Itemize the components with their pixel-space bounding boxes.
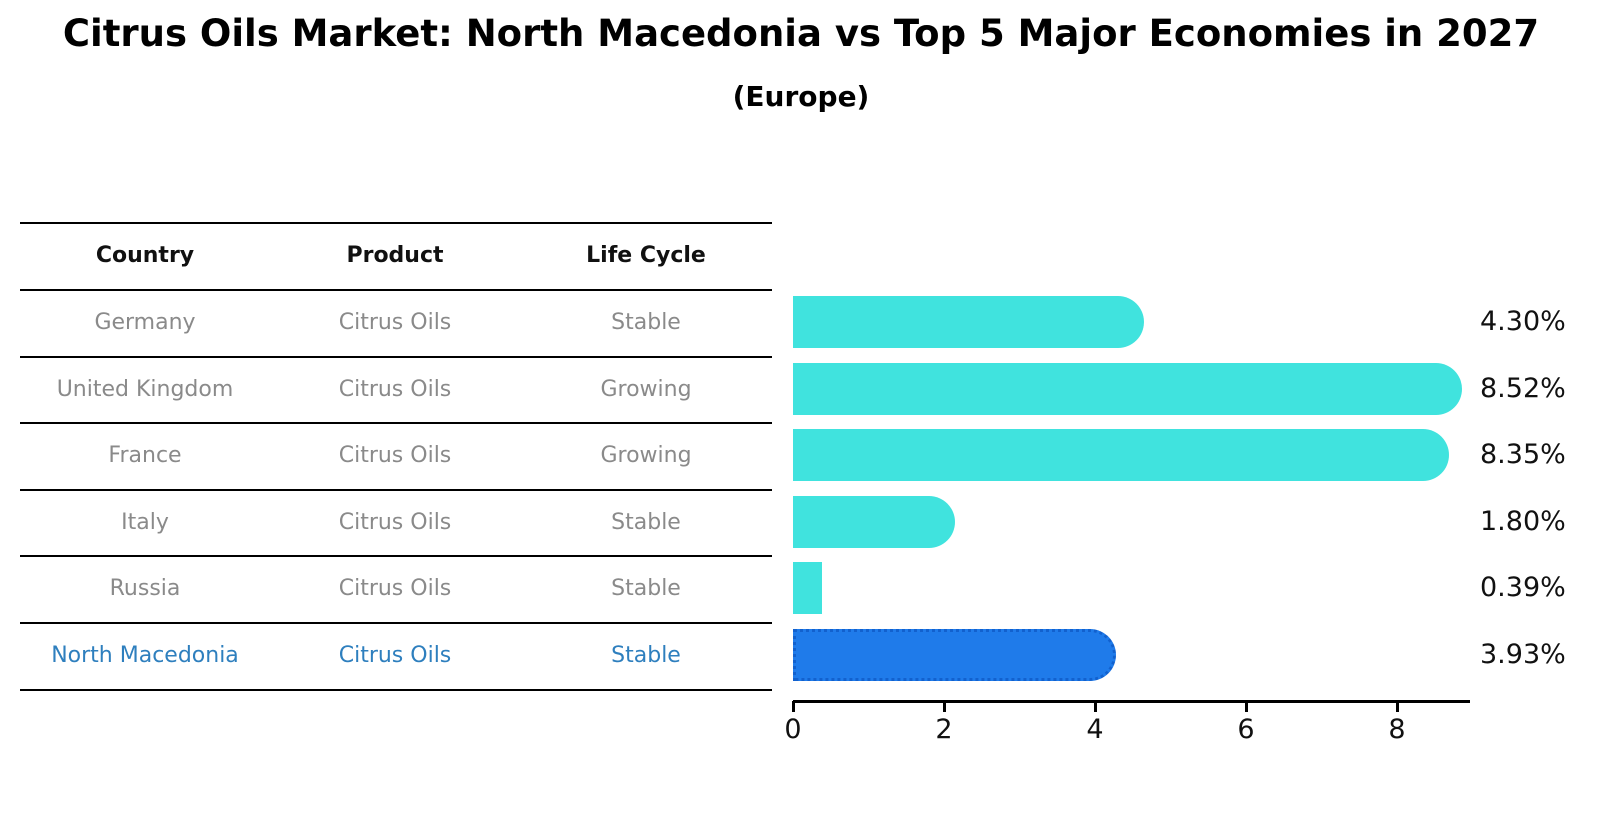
table-row-germany: Germany Citrus Oils Stable	[20, 289, 772, 356]
table-row-russia: Russia Citrus Oils Stable	[20, 555, 772, 622]
table-divider	[20, 489, 772, 491]
country-cell: Russia	[109, 576, 181, 601]
product-cell: Citrus Oils	[338, 443, 452, 468]
product-cell: Citrus Oils	[338, 310, 452, 335]
x-axis-tick-label: 0	[784, 714, 802, 745]
product-cell: Citrus Oils	[338, 643, 452, 668]
product-cell: Citrus Oils	[338, 377, 452, 402]
country-cell: North Macedonia	[51, 643, 239, 668]
bar-germany	[793, 296, 1144, 348]
table-row-italy: Italy Citrus Oils Stable	[20, 489, 772, 556]
table-row-france: France Citrus Oils Growing	[20, 422, 772, 489]
bar-france	[793, 429, 1450, 481]
x-axis-tick	[943, 701, 946, 712]
table-divider	[20, 555, 772, 557]
country-cell: Germany	[94, 310, 196, 335]
country-cell: United Kingdom	[56, 377, 234, 402]
value-label: 1.80%	[1480, 506, 1566, 537]
x-axis-tick-label: 4	[1086, 714, 1104, 745]
value-label: 4.30%	[1480, 306, 1566, 337]
bar-united-kingdom	[793, 363, 1463, 415]
x-axis-tick-label: 6	[1237, 714, 1255, 745]
table-divider	[20, 689, 772, 691]
x-axis-tick-label: 2	[935, 714, 953, 745]
x-axis-tick	[1094, 701, 1097, 712]
table-header-row: Country Product Life Cycle	[20, 222, 772, 289]
table-header-life-cycle: Life Cycle	[586, 243, 706, 268]
x-axis-tick-label: 8	[1388, 714, 1406, 745]
value-label: 3.93%	[1480, 639, 1566, 670]
value-label: 8.52%	[1480, 373, 1566, 404]
table-divider	[20, 422, 772, 424]
life-cycle-cell: Stable	[611, 576, 681, 601]
life-cycle-cell: Growing	[600, 377, 692, 402]
bar-north-macedonia	[793, 629, 1116, 681]
product-cell: Citrus Oils	[338, 510, 452, 535]
table-divider	[20, 289, 772, 291]
bar-russia	[793, 562, 823, 614]
life-cycle-cell: Stable	[611, 310, 681, 335]
bar-italy	[793, 496, 955, 548]
product-cell: Citrus Oils	[338, 576, 452, 601]
table-header-country: Country	[95, 243, 195, 268]
table-divider	[20, 622, 772, 624]
chart-title: Citrus Oils Market: North Macedonia vs T…	[62, 12, 1540, 55]
x-axis-line	[793, 700, 1470, 703]
life-cycle-cell: Growing	[600, 443, 692, 468]
country-cell: Italy	[121, 510, 169, 535]
value-label: 8.35%	[1480, 439, 1566, 470]
life-cycle-cell: Stable	[611, 510, 681, 535]
x-axis-tick	[1396, 701, 1399, 712]
life-cycle-cell: Stable	[611, 643, 681, 668]
table-divider	[20, 356, 772, 358]
value-label: 0.39%	[1480, 572, 1566, 603]
chart-subtitle: (Europe)	[732, 80, 870, 113]
table-header-product: Product	[346, 243, 444, 268]
table-row-united-kingdom: United Kingdom Citrus Oils Growing	[20, 356, 772, 423]
table-divider	[20, 222, 772, 224]
country-cell: France	[108, 443, 182, 468]
table-row-north-macedonia: North Macedonia Citrus Oils Stable	[20, 622, 772, 689]
x-axis-tick	[1245, 701, 1248, 712]
x-axis-tick	[792, 701, 795, 712]
